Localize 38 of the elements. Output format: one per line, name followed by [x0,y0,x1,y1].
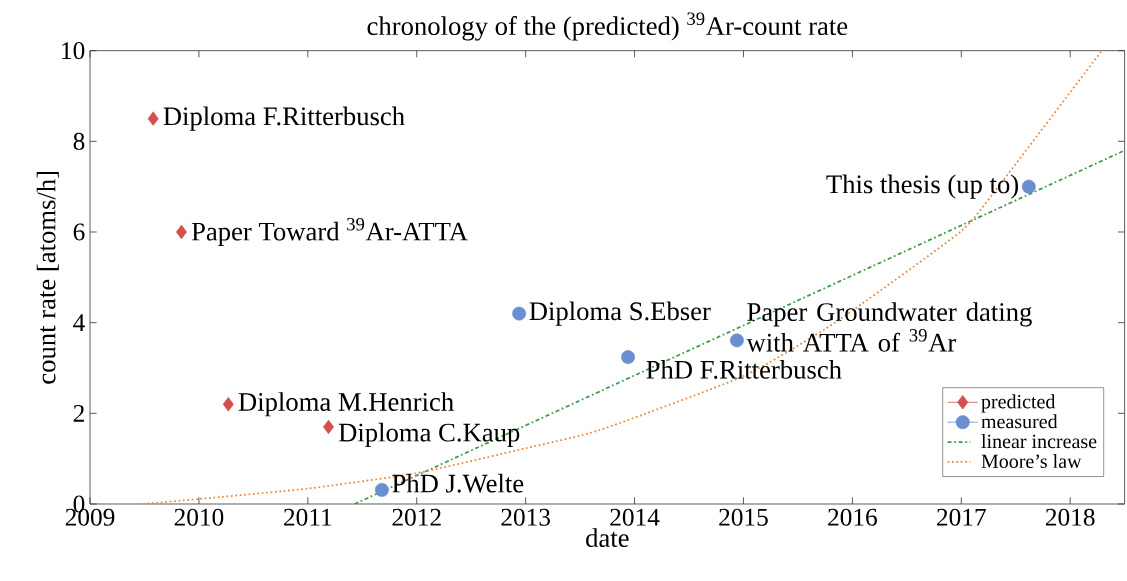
point [621,350,635,365]
point [512,306,527,321]
x-tick-label: 2010 [174,508,224,526]
legend-label: Moore’s law [981,453,1082,469]
x-tick-label: 2015 [719,508,768,526]
annotation: Diploma M.Henrich [238,392,454,417]
x-tick-label: 2011 [284,508,332,526]
point [147,111,159,126]
x-axis-title: date [586,528,629,548]
x-tick-label: 2016 [828,508,877,526]
annotation: PhD F.Ritterbusch [646,360,842,379]
annotation: This thesis (up to) [826,174,1019,199]
y-tick-label: 4 [73,314,85,331]
x-tick-label: 2013 [501,508,550,526]
y-axis-title: count rate [atoms/h] [36,171,59,384]
point [730,333,744,348]
chart-title: chronology of the (predicted) $^{39}$Ar-count rate [367,12,848,41]
annotation: Paper Toward $^{39}$Ar-ATTA [191,217,468,247]
annotation: Paper Groundwater dating with ATTA of $^{39}$Ar [746,302,1032,352]
y-tick-label: 8 [73,132,85,150]
x-tick-label: 2017 [937,508,986,526]
annotation: Diploma F.Ritterbusch [163,106,405,131]
point [222,397,234,412]
y-tick-label: 10 [62,42,85,60]
point [1021,179,1036,194]
x-tick-label: 2018 [1045,508,1095,526]
annotation: Diploma S.Ebser [529,301,711,326]
x-tick-label: 2014 [610,508,660,526]
x-tick-label: 2012 [392,508,441,526]
annotation: Diploma C.Kaup [338,422,520,447]
legend-label: predicted [981,394,1056,413]
legend-label: measured [981,414,1058,429]
point [374,483,389,497]
annotation: PhD J.Welte [392,473,524,493]
y-tick-label: 6 [73,223,85,241]
legend-label: linear increase [981,434,1097,449]
y-tick-label: 2 [73,404,84,422]
line-series [142,50,1103,504]
